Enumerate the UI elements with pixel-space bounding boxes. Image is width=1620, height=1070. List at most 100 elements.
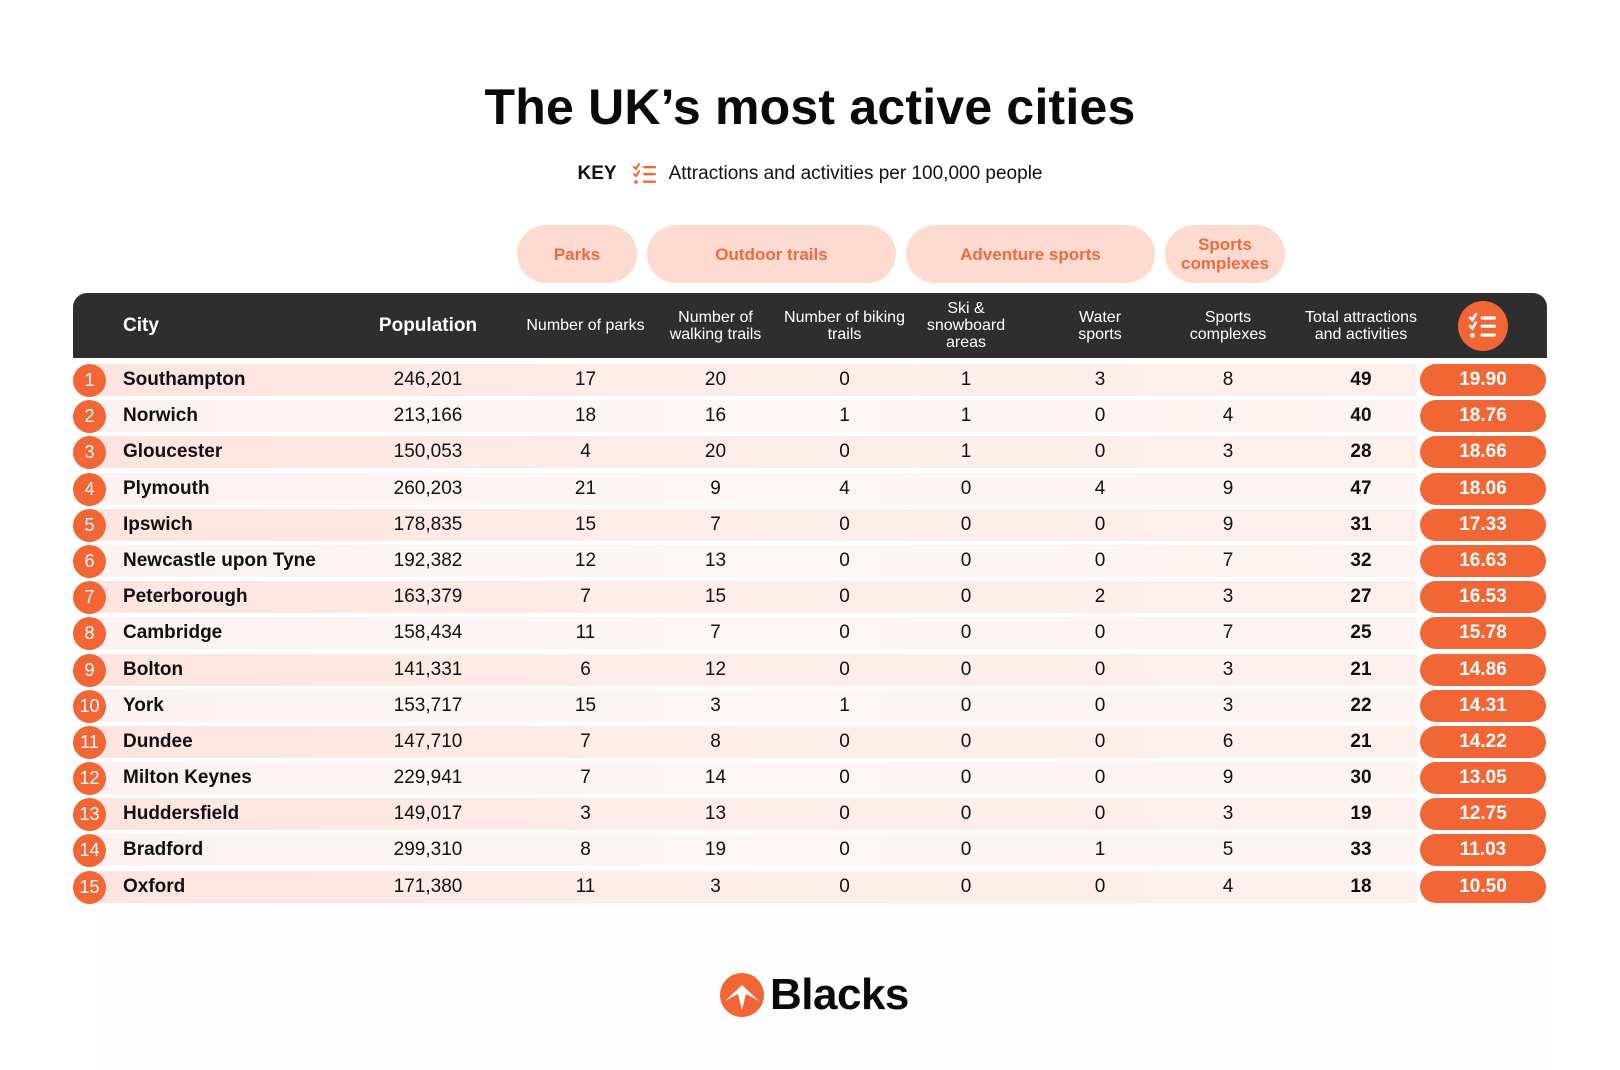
cell-water: 3 [1094, 369, 1106, 390]
score-pill: 15.78 [1420, 617, 1546, 650]
cell-city: Ipswich [123, 513, 193, 535]
cell-water: 1 [1094, 839, 1106, 861]
rank-badge: 12 [73, 762, 106, 796]
cell-population: 147,710 [393, 730, 463, 752]
row-stripe [93, 544, 1417, 577]
cell-sports: 7 [1222, 549, 1234, 571]
cell-total: 19 [1350, 803, 1372, 825]
row-stripe [93, 581, 1417, 614]
cell-parks: 15 [574, 694, 597, 716]
rank-badge: 2 [73, 400, 106, 434]
cell-city: Bradford [123, 839, 204, 861]
cell-water: 0 [1094, 803, 1106, 825]
cell-parks: 12 [574, 549, 597, 571]
cell-ski: 1 [960, 369, 972, 390]
rank-badge: 1 [73, 364, 106, 397]
row-stripe [93, 617, 1417, 650]
rank-badge: 5 [73, 508, 106, 542]
cell-walking: 19 [704, 839, 727, 861]
cell-biking: 0 [839, 441, 850, 463]
cell-city: Huddersfield [123, 803, 240, 825]
rank-badge: 15 [73, 870, 106, 904]
cell-sports: 6 [1222, 730, 1234, 752]
cell-sports: 3 [1222, 441, 1234, 463]
cell-total: 31 [1350, 513, 1372, 535]
cell-city: Milton Keynes [123, 767, 252, 789]
cell-parks: 11 [575, 622, 596, 644]
cell-ski: 1 [960, 405, 972, 427]
cell-water: 0 [1094, 513, 1106, 535]
cell-biking: 0 [839, 549, 850, 571]
row-stripe [93, 870, 1417, 903]
cell-city: York [123, 694, 164, 716]
header-city: City [123, 315, 159, 336]
score-pill: 18.66 [1420, 436, 1546, 469]
score-pill: 10.50 [1420, 870, 1546, 903]
cell-parks: 17 [574, 369, 597, 390]
cell-biking: 1 [839, 405, 850, 427]
header-walking-trails: Number of walking trails [669, 308, 762, 343]
table-row: 14 Bradford 299,310 8 19 0 0 1 5 33 11.0… [73, 834, 1547, 868]
cell-total: 49 [1350, 369, 1372, 390]
cell-sports: 9 [1222, 477, 1234, 499]
pill-sports-complexes: Sports complexes [1165, 225, 1285, 283]
cell-walking: 20 [704, 369, 727, 390]
cell-ski: 0 [960, 694, 972, 716]
cell-total: 27 [1350, 586, 1372, 608]
cell-population: 260,203 [393, 477, 463, 499]
page-title: The UK’s most active cities [484, 79, 1136, 135]
cell-total: 32 [1350, 549, 1372, 571]
table-row: 1 Southampton 246,201 17 20 0 1 3 8 49 1… [73, 364, 1547, 397]
row-stripe [93, 653, 1417, 686]
cell-parks: 21 [574, 477, 597, 499]
row-stripe [93, 725, 1417, 758]
score-pill: 14.86 [1420, 653, 1546, 686]
cell-city: Gloucester [123, 441, 223, 463]
rank-badge: 9 [73, 653, 106, 687]
cell-biking: 0 [839, 513, 850, 535]
cell-biking: 0 [839, 658, 850, 680]
row-stripe [93, 798, 1417, 831]
cell-sports: 9 [1222, 513, 1234, 535]
cell-ski: 1 [960, 441, 972, 463]
cell-ski: 0 [960, 477, 972, 499]
cell-water: 0 [1094, 730, 1106, 752]
cell-parks: 6 [580, 658, 591, 680]
cell-total: 25 [1350, 622, 1372, 644]
header-sports-complexes: Sports complexes [1189, 308, 1267, 343]
table-row: 7 Peterborough 163,379 7 15 0 0 2 3 27 1… [73, 581, 1547, 615]
cell-population: 246,201 [393, 369, 463, 390]
cell-city: Peterborough [123, 586, 248, 608]
table-row: 13 Huddersfield 149,017 3 13 0 0 0 3 19 … [73, 798, 1547, 832]
brand-wordmark: Blacks [770, 970, 909, 1019]
cell-city: Newcastle upon Tyne [123, 549, 316, 571]
rank-badge: 8 [73, 617, 106, 651]
cell-total: 40 [1350, 405, 1372, 427]
cell-biking: 1 [839, 694, 850, 716]
cell-water: 0 [1094, 694, 1106, 716]
cell-sports: 3 [1222, 694, 1234, 716]
cell-city: Norwich [123, 405, 198, 427]
cell-parks: 18 [574, 405, 597, 427]
cell-sports: 3 [1222, 586, 1234, 608]
cell-total: 22 [1350, 694, 1372, 716]
score-pill: 19.90 [1420, 364, 1546, 396]
cell-city: Cambridge [123, 622, 223, 644]
cell-biking: 0 [839, 622, 850, 644]
header-biking-trails: Number of biking trails [784, 308, 905, 343]
cell-city: Dundee [123, 730, 193, 752]
row-stripe [93, 834, 1417, 867]
score-pill: 17.33 [1420, 508, 1546, 541]
row-stripe [93, 689, 1417, 722]
cell-walking: 13 [704, 803, 727, 825]
cell-total: 18 [1350, 875, 1372, 897]
cell-ski: 0 [960, 875, 972, 897]
header-parks: Number of parks [526, 317, 645, 334]
rank-badge: 4 [73, 472, 106, 506]
score-pill: 18.06 [1420, 472, 1546, 505]
cell-parks: 7 [580, 730, 591, 752]
cell-population: 158,434 [393, 622, 463, 644]
cell-walking: 15 [704, 586, 727, 608]
cell-water: 0 [1094, 767, 1106, 789]
cell-parks: 3 [580, 803, 591, 825]
